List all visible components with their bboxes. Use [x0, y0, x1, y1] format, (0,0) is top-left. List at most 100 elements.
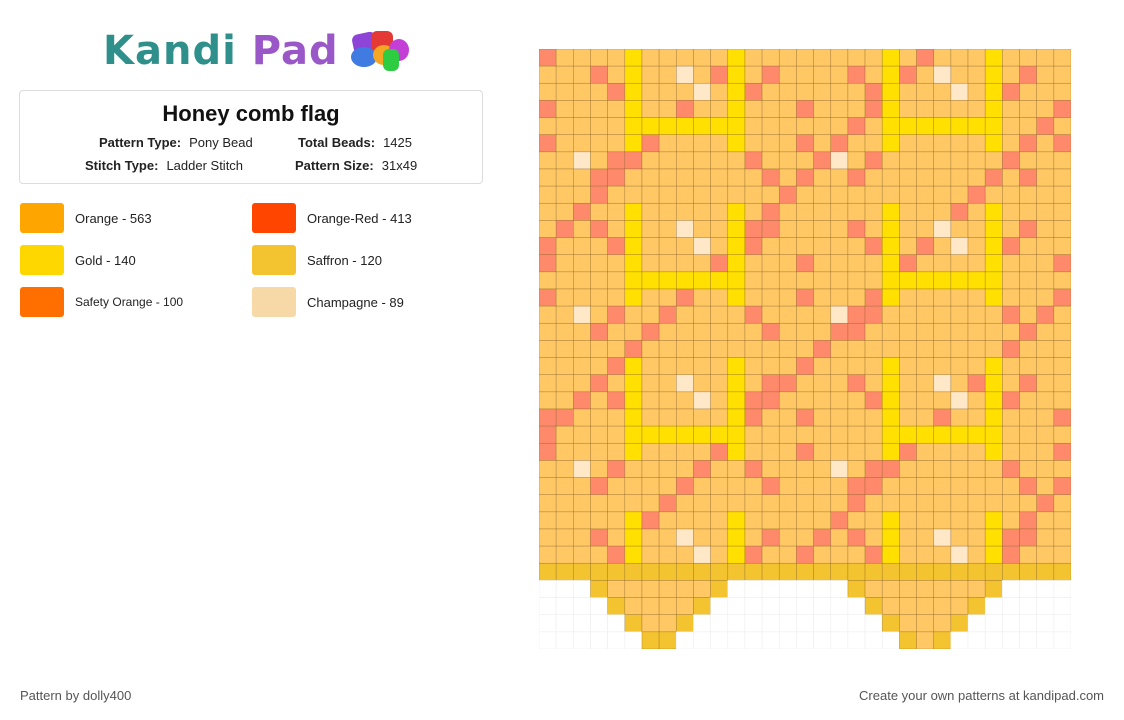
bead-cell [727, 340, 746, 358]
bead-cell [864, 254, 883, 273]
bead-cell [538, 48, 557, 67]
bead-cell [727, 614, 746, 633]
bead-cell [1053, 185, 1072, 204]
bead-cell [761, 562, 780, 581]
bead-cell [967, 425, 986, 444]
bead-cell [658, 254, 677, 273]
bead-cell [933, 357, 952, 376]
bead-cell [813, 442, 832, 461]
bead-cell [675, 545, 694, 564]
bead-cell [693, 151, 711, 170]
bead-cell [933, 151, 952, 170]
bead-cell [744, 357, 763, 376]
bead-cell [590, 597, 608, 616]
bead-cell [624, 357, 643, 376]
bead-cell [693, 237, 711, 256]
bead-cell [727, 220, 746, 238]
bead-cell [607, 374, 626, 393]
bead-cell [813, 305, 832, 324]
bead-cell [813, 614, 832, 633]
bead-cell [693, 614, 711, 633]
bead-cell [573, 82, 591, 101]
bead-cell [727, 202, 746, 221]
bead-cell [641, 117, 660, 136]
bead-cell [710, 442, 729, 461]
color-label: Saffron - 120 [307, 252, 382, 268]
bead-cell [796, 460, 814, 478]
bead-cell [1019, 340, 1037, 358]
total-beads-label: Total Beads: [298, 135, 376, 150]
bead-cell [1002, 48, 1020, 67]
bead-pattern-grid[interactable] [538, 48, 1072, 650]
bead-cell [658, 305, 677, 324]
bead-cell [675, 168, 694, 187]
bead-cell [950, 614, 969, 633]
bead-cell [1036, 408, 1055, 427]
pattern-author[interactable]: Pattern by dolly400 [20, 688, 132, 703]
bead-cell [675, 562, 694, 581]
bead-cell [916, 562, 935, 581]
bead-cell [710, 305, 729, 324]
bead-cell [1019, 151, 1037, 170]
bead-cell [1036, 374, 1055, 393]
bead-cell [967, 322, 986, 341]
bead-cell [693, 425, 711, 444]
bead-cell [675, 614, 694, 633]
bead-cell [710, 580, 729, 598]
bead-cell [933, 391, 952, 410]
bead-cell [899, 562, 917, 581]
bead-cell [590, 580, 608, 598]
bead-cell [658, 562, 677, 581]
bead-cell [761, 545, 780, 564]
bead-cell [727, 65, 746, 84]
bead-cell [796, 408, 814, 427]
bead-cell [658, 597, 677, 616]
bead-cell [813, 374, 832, 393]
bead-cell [984, 134, 1003, 153]
bead-cell [899, 271, 917, 290]
bead-cell [1053, 562, 1072, 581]
bead-cell [864, 322, 883, 341]
bead-cell [984, 254, 1003, 273]
bead-cell [761, 117, 780, 136]
bead-cell [933, 597, 952, 616]
bead-cell [744, 442, 763, 461]
bead-cell [573, 562, 591, 581]
bead-cell [916, 442, 935, 461]
bead-cell [710, 340, 729, 358]
bead-cell [607, 220, 626, 238]
bead-cell [555, 580, 574, 598]
bead-cell [744, 117, 763, 136]
bead-cell [624, 494, 643, 513]
bead-cell [830, 494, 849, 513]
bead-cell [607, 117, 626, 136]
bead-cell [1053, 202, 1072, 221]
bead-cell [761, 82, 780, 101]
bead-cell [658, 580, 677, 598]
bead-cell [899, 48, 917, 67]
kandipad-promo-link[interactable]: Create your own patterns at kandipad.com [859, 688, 1104, 703]
bead-cell [899, 168, 917, 187]
bead-cell [744, 408, 763, 427]
bead-cell [984, 614, 1003, 633]
bead-cell [950, 100, 969, 118]
bead-cell [933, 442, 952, 461]
bead-cell [1002, 614, 1020, 633]
bead-cell [607, 460, 626, 478]
bead-cell [830, 562, 849, 581]
bead-cell [573, 614, 591, 633]
kandipad-logo[interactable]: Kandi Pad [103, 28, 421, 74]
bead-cell [675, 271, 694, 290]
bead-cell [538, 322, 557, 341]
bead-cell [607, 528, 626, 547]
bead-cell [813, 220, 832, 238]
bead-cell [847, 528, 866, 547]
bead-cell [830, 322, 849, 341]
bead-cell [881, 357, 900, 376]
bead-cell [761, 134, 780, 153]
bead-cell [1002, 631, 1020, 650]
bead-cell [881, 391, 900, 410]
bead-cell [881, 288, 900, 307]
bead-cell [1019, 357, 1037, 376]
bead-cell [607, 597, 626, 616]
